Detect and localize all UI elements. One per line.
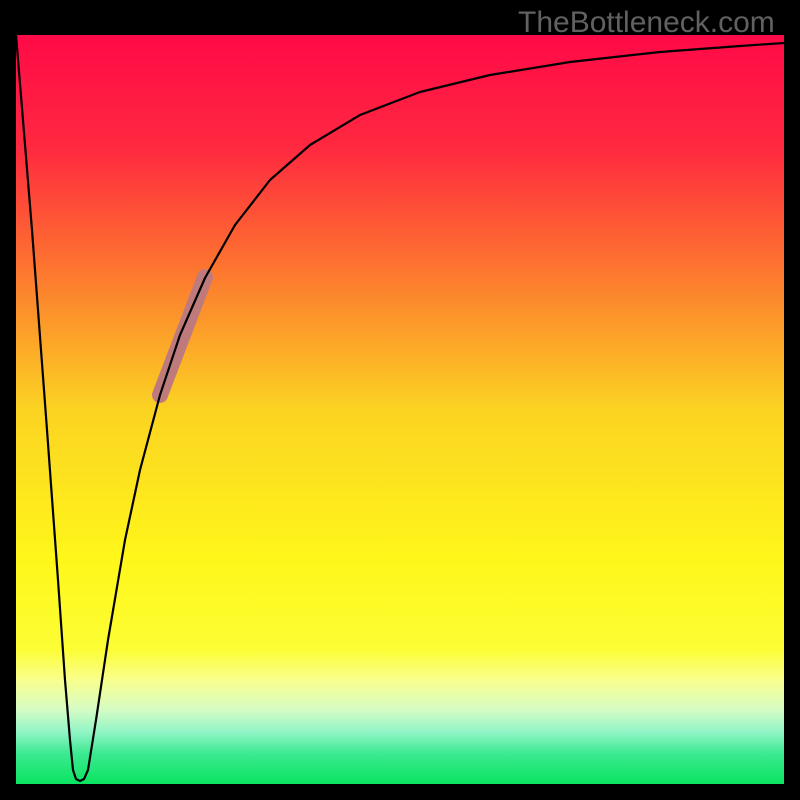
watermark-text: TheBottleneck.com <box>518 6 775 40</box>
chart-stage: TheBottleneck.com <box>0 0 800 800</box>
plot-background <box>16 35 784 784</box>
chart-svg <box>0 0 800 800</box>
